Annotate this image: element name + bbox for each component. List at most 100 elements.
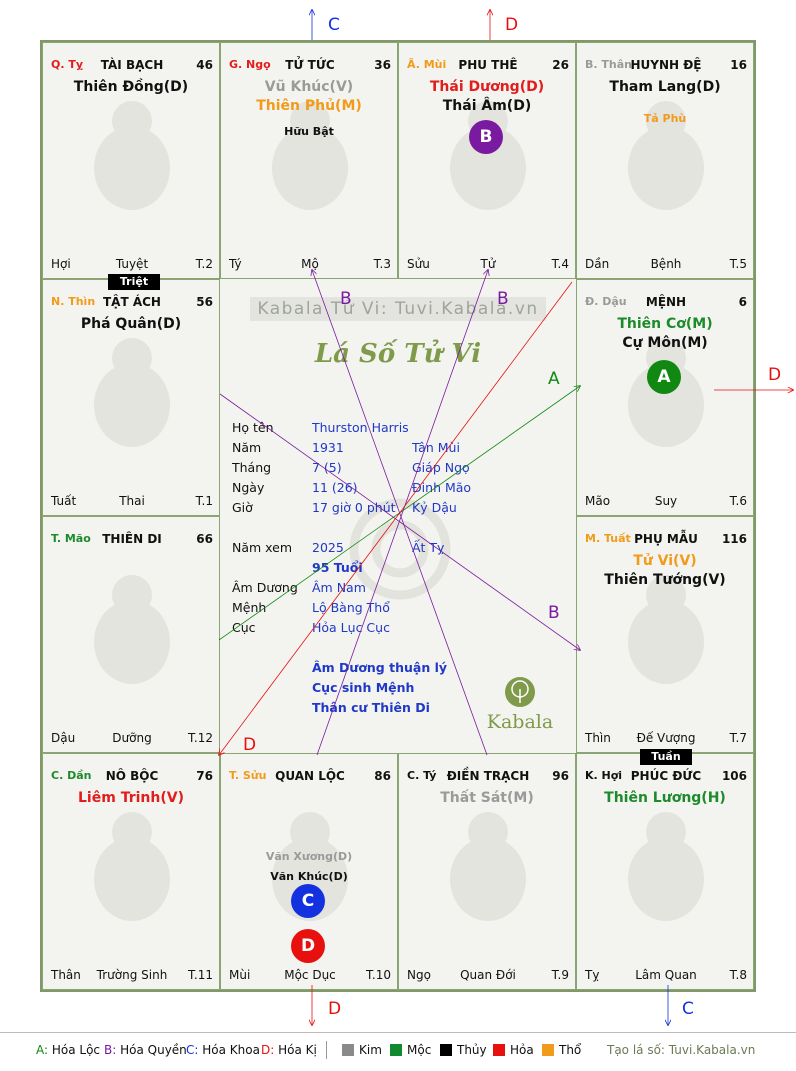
palace-name: TÀI BẠCH [100, 58, 164, 72]
palace-cell[interactable]: N. Thìn TẬT ÁCH 56 Phá Quân(D) Tuất Thai T.1 [42, 279, 220, 516]
minor-star: Văn Xương(D) [265, 850, 353, 863]
info-value-hour-can: Kỷ Dậu [412, 500, 457, 515]
main-star: Tử Vi(V) [633, 553, 697, 569]
palace-name: NÔ BỘC [105, 769, 159, 783]
info-value-cuc: Hỏa Lục Cục [312, 620, 390, 635]
palace-branch: G. Ngọ [229, 58, 271, 71]
palace-cell[interactable]: B. Thân HUYNH ĐỆ 16 Tham Lang(D) Tả Phù Dần Bệ… [576, 42, 754, 279]
arrow-label: D [505, 15, 518, 35]
hoa-loc-marker[interactable]: A [647, 360, 681, 394]
footer-branch: Mùi [229, 968, 251, 982]
footer-tag: T.3 [373, 257, 391, 271]
footer-tag: T.5 [729, 257, 747, 271]
zodiac-animal-icon [450, 812, 526, 921]
minor-star: Tả Phù [643, 112, 687, 125]
legend-hoa-ki: D: Hóa Kị [261, 1043, 317, 1057]
main-star: Phá Quân(D) [80, 316, 182, 332]
main-star: Cự Môn(M) [622, 335, 708, 351]
zodiac-animal-icon [94, 338, 170, 447]
footer-tag: T.11 [188, 968, 213, 982]
legend-element-tho: Thổ [542, 1043, 581, 1057]
palace-age-number: 86 [374, 769, 391, 783]
palace-branch: N. Thìn [51, 295, 96, 308]
palace-cell[interactable]: T. Mão THIÊN DI 66 Dậu Dưỡng T.12 [42, 516, 220, 753]
footer-stage: Bệnh [650, 257, 682, 271]
palace-cell[interactable]: G. Ngọ TỬ TỨC 36 Vũ Khúc(V) Thiên Phủ(M) Hữu … [220, 42, 398, 279]
main-star: Thiên Phủ(M) [256, 98, 362, 114]
palace-name: MỆNH [645, 295, 687, 309]
legend-element-thuy: Thủy [440, 1043, 487, 1057]
info-value-age: 95 Tuổi [312, 560, 363, 575]
arrow-label: D [243, 735, 256, 755]
palace-cell[interactable]: C. Tý ĐIỀN TRẠCH 96 Thất Sát(M) Ngọ Quan Đới T… [398, 753, 576, 990]
palace-branch: T. Sửu [229, 769, 267, 782]
palace-age-number: 46 [196, 58, 213, 72]
zodiac-animal-icon [628, 101, 704, 210]
legend-element-hoa: Hỏa [493, 1043, 534, 1057]
info-label-year: Năm [232, 440, 262, 455]
star-list: Phá Quân(D) [43, 315, 219, 334]
zodiac-animal-icon [272, 101, 348, 210]
arrow-label: B [340, 289, 352, 309]
footer-stage: Lâm Quan [635, 968, 697, 982]
palace-name: TỬ TỨC [285, 58, 335, 72]
palace-branch: T. Mão [51, 532, 91, 545]
arrow-label: B [548, 603, 560, 623]
star-list: Thiên Lương(H) [577, 789, 753, 808]
star-list: Vũ Khúc(V) Thiên Phủ(M) Hữu Bật [221, 78, 397, 140]
palace-cell[interactable]: C. Dần NÔ BỘC 76 Liêm Trinh(V) Thân Trường Si… [42, 753, 220, 990]
main-star: Thiên Cơ(M) [617, 316, 713, 332]
info-label-cuc: Cục [232, 620, 256, 635]
footer-tag: T.10 [366, 968, 391, 982]
footer-stage: Tuyệt [115, 257, 149, 271]
main-star: Thái Âm(D) [442, 98, 532, 114]
footer-tag: T.2 [195, 257, 213, 271]
credit-link[interactable]: Tạo lá số: Tuvi.Kabala.vn [607, 1043, 756, 1057]
footer-tag: T.9 [551, 968, 569, 982]
relation-lines: C D D A B B B D D C [0, 0, 796, 1032]
footer-branch: Ngọ [407, 968, 431, 982]
legend-element-moc: Mộc [390, 1043, 431, 1057]
footer-stage: Mộc Dục [284, 968, 336, 982]
watermark: Kabala Tử Vi: Tuvi.Kabala.vn [250, 297, 546, 321]
zodiac-animal-icon [94, 575, 170, 684]
hoa-quyen-marker[interactable]: B [469, 120, 503, 154]
star-list: Văn Xương(D) Văn Khúc(D) [221, 839, 397, 885]
footer-tag: T.8 [729, 968, 747, 982]
footer-stage: Quan Đới [460, 968, 516, 982]
palace-name: PHU THÊ [458, 58, 518, 72]
hoa-ki-marker[interactable]: D [291, 929, 325, 963]
zodiac-animal-icon [94, 812, 170, 921]
footer-tag: T.4 [551, 257, 569, 271]
palace-branch: Ã. Mùi [407, 58, 447, 71]
info-label-day: Ngày [232, 480, 265, 495]
palace-cell[interactable]: M. Tuất PHỤ MẪU 116 Tử Vi(V) Thiên Tướng(V) T… [576, 516, 754, 753]
info-value-month: 7 (5) [312, 460, 342, 475]
palace-branch: M. Tuất [585, 532, 631, 545]
legend-divider [326, 1041, 327, 1059]
main-star: Liêm Trinh(V) [78, 790, 184, 806]
minor-star: Văn Khúc(D) [270, 870, 348, 883]
info-value-month-can: Giáp Ngọ [412, 460, 470, 475]
main-star: Thất Sát(M) [440, 790, 534, 806]
star-list: Thái Dương(D) Thái Âm(D) [399, 78, 575, 116]
palace-name: PHỤ MẪU [634, 532, 698, 546]
palace-cell[interactable]: K. Hợi PHÚC ĐỨC 106 Thiên Lương(H) Tỵ Lâm Qua… [576, 753, 754, 990]
kabala-logo-text: Kabala [486, 711, 554, 733]
info-value-year: 1931 [312, 440, 344, 455]
info-label-menh: Mệnh [232, 600, 267, 615]
note-line: Cục sinh Mệnh [312, 680, 415, 695]
palace-age-number: 116 [721, 532, 747, 546]
palace-name: HUYNH ĐỆ [630, 58, 702, 72]
arrow-label: C [328, 15, 340, 35]
note-line: Thân cư Thiên Di [312, 700, 430, 715]
palace-branch: Đ. Dậu [585, 295, 627, 308]
palace-age-number: 56 [196, 295, 213, 309]
info-label-view-year: Năm xem [232, 540, 293, 555]
palace-age-number: 96 [552, 769, 569, 783]
footer-tag: T.6 [729, 494, 747, 508]
footer-stage: Trường Sinh [96, 968, 168, 982]
hoa-khoa-marker[interactable]: C [291, 884, 325, 918]
palace-cell[interactable]: Đ. Dậu MỆNH 6 Thiên Cơ(M) Cự Môn(M) Mão Suy T.6 [576, 279, 754, 516]
footer-branch: Mão [585, 494, 611, 508]
